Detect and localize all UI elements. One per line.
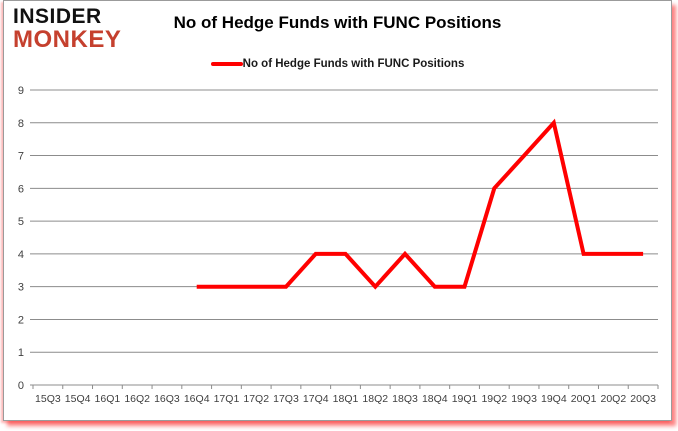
- y-tick-label: 2: [18, 314, 24, 326]
- x-tick-label: 18Q2: [362, 393, 388, 405]
- x-tick-label: 20Q2: [601, 393, 627, 405]
- y-tick-label: 3: [18, 282, 24, 294]
- x-tick-label: 17Q2: [243, 393, 269, 405]
- x-tick-label: 17Q3: [273, 393, 299, 405]
- y-tick-label: 5: [18, 216, 24, 228]
- y-tick-label: 4: [18, 249, 24, 261]
- y-tick-label: 1: [18, 347, 24, 359]
- insider-monkey-logo: INSIDER MONKEY: [13, 6, 121, 52]
- y-tick-label: 0: [18, 380, 24, 392]
- x-tick-label: 15Q4: [65, 393, 91, 405]
- x-tick-label: 16Q4: [184, 393, 210, 405]
- series-line: [196, 118, 644, 290]
- y-tick-label: 7: [18, 151, 24, 163]
- x-tick-label: 16Q1: [95, 393, 121, 405]
- legend: No of Hedge Funds with FUNC Positions: [4, 58, 671, 70]
- legend-label: No of Hedge Funds with FUNC Positions: [242, 58, 465, 70]
- x-tick-label: 19Q2: [481, 393, 507, 405]
- x-tick-label: 16Q3: [154, 393, 180, 405]
- x-tick-label: 19Q1: [452, 393, 478, 405]
- logo-text-insider: INSIDER: [13, 5, 102, 28]
- logo-text-monkey: MONKEY: [13, 26, 122, 53]
- x-tick-label: 15Q3: [35, 393, 61, 405]
- x-tick-label: 18Q4: [422, 393, 448, 405]
- x-tick-label: 19Q4: [541, 393, 567, 405]
- x-tick-label: 16Q2: [124, 393, 150, 405]
- x-tick-label: 18Q3: [392, 393, 418, 405]
- x-tick-label: 19Q3: [511, 393, 537, 405]
- x-tick-label: 18Q1: [333, 393, 359, 405]
- x-tick-label: 17Q4: [303, 393, 329, 405]
- chart-frame: INSIDER MONKEY No of Hedge Funds with FU…: [3, 0, 672, 421]
- x-tick-label: 20Q1: [571, 393, 597, 405]
- y-tick-label: 6: [18, 183, 24, 195]
- chart-title: No of Hedge Funds with FUNC Positions: [173, 13, 502, 32]
- legend-line-swatch: [210, 62, 243, 66]
- y-tick-label: 8: [18, 118, 24, 130]
- y-tick-label: 9: [18, 85, 24, 97]
- x-tick-label: 17Q1: [214, 393, 240, 405]
- x-tick-label: 20Q3: [630, 393, 656, 405]
